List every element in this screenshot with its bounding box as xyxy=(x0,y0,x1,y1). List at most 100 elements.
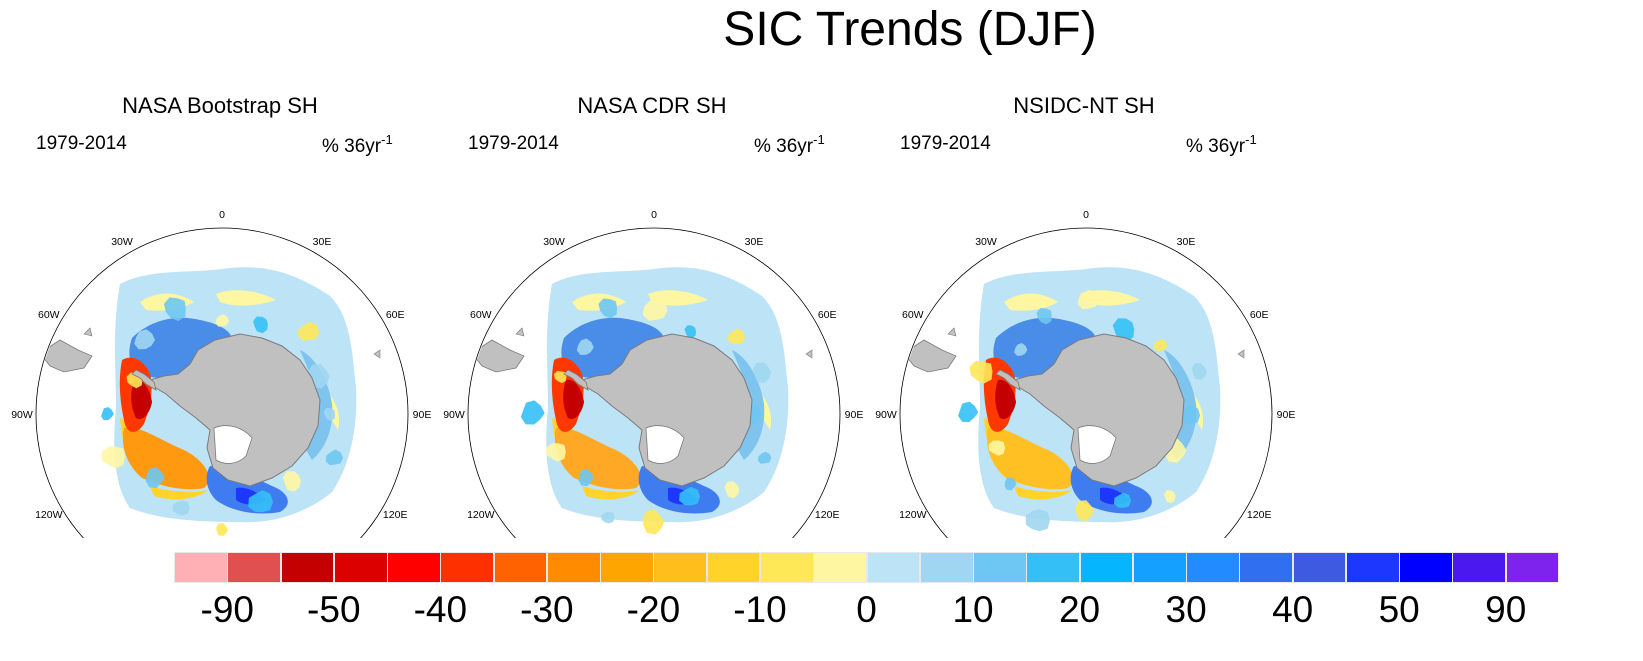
colorbar-swatch xyxy=(440,552,495,583)
sic-trend-patch xyxy=(1014,343,1028,356)
sic-trend-patch xyxy=(969,360,993,384)
colorbar-tick-label: -50 xyxy=(307,589,361,630)
colorbar-swatch xyxy=(1079,552,1134,583)
sic-trend-patch xyxy=(1077,289,1099,310)
map-panel-nsidc-nt: 030E60E90E120E150E180150W120W90W60W30W N… xyxy=(864,88,1304,538)
sic-trend-field xyxy=(993,317,1097,378)
sic-trend-patch xyxy=(101,407,114,421)
period-label: 1979-2014 xyxy=(468,133,559,154)
sic-trend-field xyxy=(300,350,333,460)
longitude-label: 30E xyxy=(1177,236,1196,248)
sic-trend-patch xyxy=(1179,405,1201,425)
colorbar-swatch xyxy=(546,552,601,583)
panel-title: NSIDC-NT SH xyxy=(1013,93,1155,118)
colorbar-swatch xyxy=(653,552,708,583)
figure-title-area: SIC Trends (DJF) xyxy=(0,0,1643,60)
longitude-label: 60W xyxy=(902,309,924,321)
sic-trend-patch xyxy=(554,370,567,384)
longitude-label: 60W xyxy=(470,309,492,321)
longitude-label: 120W xyxy=(467,509,495,521)
colorbar-swatch xyxy=(1399,552,1453,583)
longitude-label: 90E xyxy=(413,409,432,421)
sic-trend-patch xyxy=(1036,308,1052,325)
sic-trend-patch xyxy=(958,401,979,422)
sic-trend-patch xyxy=(253,316,268,334)
units-text: % 36yr xyxy=(1186,136,1246,157)
longitude-label: 90E xyxy=(845,409,864,421)
units-text: % 36yr xyxy=(754,136,814,157)
sic-trend-patch xyxy=(145,467,165,489)
longitude-label: 30W xyxy=(543,236,565,248)
sic-trend-field xyxy=(995,379,1016,420)
south-america-tip xyxy=(471,339,525,373)
ross-ice-shelf xyxy=(213,425,253,464)
longitude-label: 30W xyxy=(975,236,997,248)
colorbar-tick-label: -20 xyxy=(626,589,681,630)
longitude-label: 0 xyxy=(1083,209,1089,221)
colorbar-swatch xyxy=(973,552,1027,583)
sic-trend-patch xyxy=(578,469,595,487)
field-layer xyxy=(903,267,1245,532)
period-label: 1979-2014 xyxy=(36,133,127,154)
colorbar-swatch xyxy=(174,552,228,583)
figure-title: SIC Trends (DJF) xyxy=(723,3,1097,56)
map-boundary xyxy=(467,227,841,538)
island xyxy=(373,349,381,359)
ross-ice-shelf xyxy=(645,425,685,464)
colorbar-swatch xyxy=(1132,552,1187,583)
island xyxy=(805,349,813,359)
colorbar-swatch xyxy=(493,552,548,583)
map-boundary xyxy=(899,227,1273,538)
antarctic-peninsula xyxy=(131,369,157,391)
longitude-label: 0 xyxy=(219,209,225,221)
units-exponent: -1 xyxy=(813,132,825,147)
sic-trend-patch xyxy=(172,500,190,516)
colorbar-tick-label: -40 xyxy=(413,589,468,630)
sic-trend-patch xyxy=(215,314,229,327)
sic-trend-field xyxy=(1004,290,1140,311)
sic-trend-patch xyxy=(601,511,615,524)
sic-trend-patch xyxy=(323,408,335,421)
sic-trend-patch xyxy=(679,486,701,506)
antarctic-peninsula xyxy=(563,369,589,391)
colorbar-swatch xyxy=(333,552,388,583)
colorbar-swatch xyxy=(1505,552,1560,583)
colorbar-tick-label: 0 xyxy=(856,589,877,630)
island xyxy=(83,327,93,337)
sic-trend-patch xyxy=(642,509,665,535)
colorbar-swatch xyxy=(1452,552,1507,583)
colorbar-swatch xyxy=(1026,552,1081,583)
colorbar-labels: -90 -50 -40 -30 -20 -10 0 10 20 30 40 50 90 xyxy=(174,588,1559,636)
units-exponent: -1 xyxy=(1245,132,1257,147)
panel-title: NASA Bootstrap SH xyxy=(122,93,318,118)
colorbar-swatch xyxy=(1345,552,1400,583)
sic-trend-field xyxy=(554,427,641,490)
sic-trend-patch xyxy=(1004,477,1017,491)
longitude-label: 120E xyxy=(815,509,840,521)
sic-trend-patch xyxy=(216,523,228,537)
sic-trend-patch xyxy=(282,471,301,492)
sic-trend-field xyxy=(1164,350,1197,460)
sic-trend-patch xyxy=(727,328,746,344)
sic-trend-field xyxy=(131,379,152,420)
colorbar-tick-label: 90 xyxy=(1485,589,1527,630)
colorbar-swatch xyxy=(280,552,335,583)
colorbar-tick-label: 20 xyxy=(1058,589,1101,630)
island xyxy=(515,327,525,337)
map-panel-nasa-bootstrap: 030E60E90E120E150E180150W120W90W60W30W N… xyxy=(0,88,440,538)
units-label: % 36yr-1 xyxy=(1186,128,1257,159)
sic-trend-patch xyxy=(325,449,343,466)
sic-trend-patch xyxy=(1075,500,1094,521)
colorbar-swatch xyxy=(866,552,921,583)
colorbar-swatch xyxy=(813,552,867,583)
sic-trend-patch xyxy=(520,400,545,425)
colorbar-swatch xyxy=(919,552,974,583)
sic-trend-patch xyxy=(297,321,320,341)
field-layer xyxy=(39,267,381,537)
sic-trend-patch xyxy=(545,443,566,462)
colorbar-tick-label: -90 xyxy=(200,589,254,630)
sic-trend-patch xyxy=(988,440,1006,456)
sic-trend-patch xyxy=(1113,492,1132,508)
polar-map: 030E60E90E120E150E180150W120W90W60W30W xyxy=(11,209,432,538)
units-label: % 36yr-1 xyxy=(322,128,393,159)
